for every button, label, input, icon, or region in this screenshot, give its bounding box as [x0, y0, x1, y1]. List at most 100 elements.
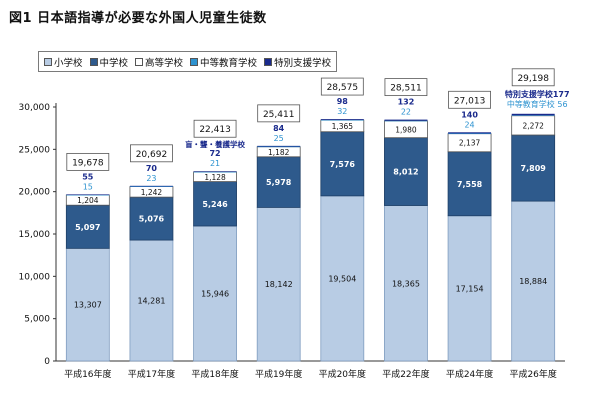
data-label-elementary: 18,884	[519, 277, 547, 286]
x-tick-label: 平成19年度	[255, 368, 302, 380]
legend-item-high-school: 高等学校	[135, 55, 183, 69]
data-label-elementary: 19,504	[328, 274, 356, 283]
chart-legend: 小学校 中学校 高等学校 中等教育学校 特別支援学校	[38, 51, 338, 72]
y-tick-label: 5,000	[24, 315, 50, 325]
y-tick-label: 10,000	[19, 272, 51, 282]
total-label: 28,575	[327, 83, 359, 93]
x-tick-label: 平成20年度	[319, 368, 366, 380]
bar-segment	[256, 206, 301, 362]
total-box	[257, 104, 301, 123]
bar-segment	[65, 204, 110, 249]
bar-segment	[320, 119, 364, 121]
bar-segment	[66, 194, 110, 196]
legend-label-junior-high: 中学校	[99, 57, 129, 69]
data-label-secondary: 15	[83, 182, 93, 191]
data-label-high-school: 2,272	[522, 121, 544, 130]
legend-label-special-needs: 特別支援学校	[274, 57, 332, 69]
data-label-junior-high: 7,809	[521, 164, 547, 173]
legend-item-junior-high: 中学校	[89, 55, 129, 69]
bar-segment	[256, 156, 301, 208]
x-tick-label: 平成18年度	[191, 368, 238, 380]
total-box	[193, 119, 237, 138]
total-box	[320, 77, 364, 96]
data-label-special-needs: 84	[273, 124, 285, 133]
bar-segment	[129, 185, 173, 187]
data-label-secondary: 25	[274, 134, 284, 143]
bar-segment	[320, 131, 365, 197]
annotation-h26-special: 特別支援学校177	[505, 89, 570, 99]
bar-segment	[129, 186, 173, 188]
data-label-secondary: 24	[464, 120, 474, 129]
total-label: 27,013	[454, 96, 486, 106]
data-label-secondary: 23	[146, 174, 156, 183]
total-label: 19,678	[72, 158, 104, 168]
data-label-special-needs: 70	[146, 164, 158, 173]
bar-segment	[129, 196, 174, 241]
total-box	[384, 78, 428, 97]
data-label-secondary: 22	[401, 108, 411, 117]
bar-segment	[511, 115, 555, 116]
bar-segment	[384, 119, 428, 121]
legend-item-elementary: 小学校	[44, 55, 83, 69]
bar-segment	[448, 133, 492, 135]
bar-segment	[66, 194, 110, 195]
data-label-junior-high: 7,558	[457, 180, 483, 189]
bar-segment	[447, 151, 492, 217]
bar-segment	[384, 205, 428, 362]
annotation-h26-secondary: 中等教育学校 56	[507, 99, 568, 109]
figure-title: 図1 日本語指導が必要な外国人児童生徒数	[9, 11, 267, 26]
legend-label-high-school: 高等学校	[145, 57, 184, 69]
total-label: 29,198	[517, 74, 549, 84]
x-tick-label: 平成24年度	[446, 368, 493, 380]
bar-segment	[384, 137, 428, 206]
total-box	[448, 90, 491, 109]
total-box	[511, 68, 555, 87]
bar-segment	[257, 145, 301, 147]
data-label-special-needs: 55	[82, 172, 94, 181]
x-tick-label: 平成17年度	[128, 368, 175, 380]
total-label: 20,692	[136, 150, 168, 160]
data-label-special-needs: 132	[398, 98, 415, 107]
legend-label-elementary: 小学校	[54, 57, 83, 69]
legend-item-secondary: 中等教育学校	[190, 55, 257, 69]
data-label-elementary: 15,946	[201, 289, 229, 298]
data-label-high-school: 2,137	[459, 139, 481, 148]
bar-segment	[129, 239, 174, 362]
legend-item-special-needs: 特別支援学校	[264, 55, 331, 69]
data-label-special-needs: 72	[209, 149, 220, 158]
total-label: 25,411	[263, 110, 295, 120]
legend-label-secondary: 中等教育学校	[200, 57, 258, 69]
bar-segment	[193, 171, 237, 173]
data-label-elementary: 14,281	[137, 297, 165, 306]
legend-swatch-elementary	[44, 57, 52, 66]
data-label-high-school: 1,980	[395, 125, 417, 134]
data-label-junior-high: 5,246	[202, 200, 228, 209]
bar-segment	[320, 119, 364, 120]
legend-swatch-high-school	[135, 57, 144, 66]
data-label-secondary: 21	[210, 159, 220, 168]
data-label-junior-high: 5,076	[139, 215, 165, 224]
data-label-special-needs: 140	[461, 110, 478, 119]
bar-segment	[511, 113, 555, 116]
total-label: 28,511	[390, 84, 422, 94]
data-label-special-needs: 98	[337, 97, 349, 106]
data-label-secondary: 32	[337, 107, 347, 116]
annotation-h18-special: 盲・聾・養護学校	[185, 139, 245, 149]
bar-segment	[65, 247, 110, 362]
legend-swatch-special-needs	[264, 57, 273, 66]
bar-segment	[193, 181, 237, 227]
total-label: 22,413	[199, 125, 231, 135]
data-label-elementary: 18,365	[392, 279, 420, 288]
y-tick-label: 30,000	[19, 103, 51, 113]
data-label-junior-high: 7,576	[330, 160, 356, 169]
x-tick-label: 平成22年度	[382, 368, 429, 380]
bar-segment	[193, 225, 237, 362]
data-label-junior-high: 5,978	[266, 178, 292, 187]
total-box	[66, 152, 110, 171]
legend-swatch-junior-high	[89, 57, 98, 66]
bar-segment	[448, 132, 492, 134]
data-label-elementary: 13,307	[74, 301, 102, 310]
y-tick-label: 0	[44, 357, 50, 367]
data-label-high-school: 1,242	[141, 188, 163, 197]
